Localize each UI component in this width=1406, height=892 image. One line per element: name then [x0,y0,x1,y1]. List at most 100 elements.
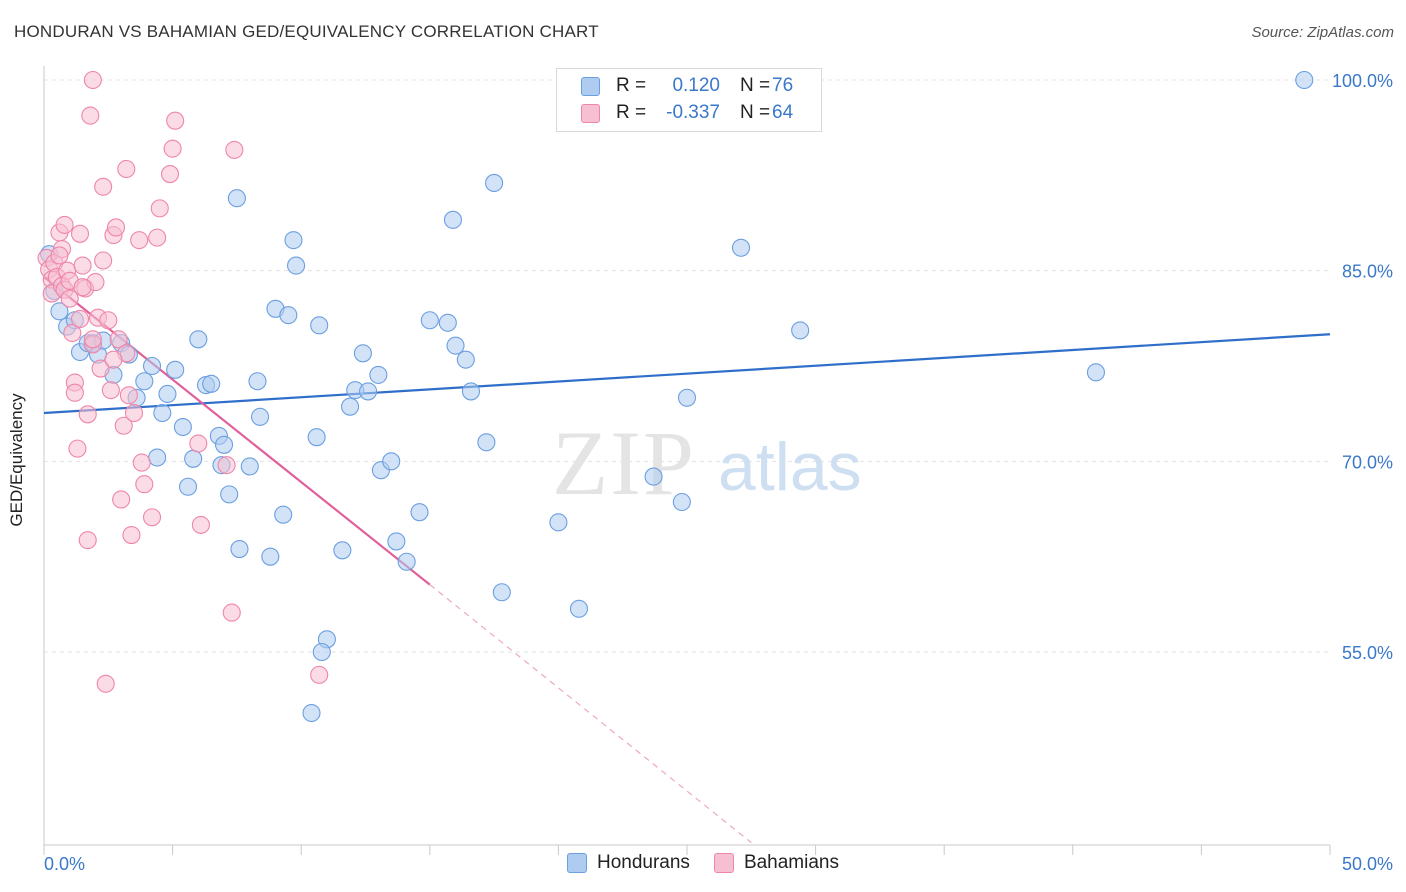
honduran-point [333,541,352,560]
bahamian-point [70,224,90,243]
legend-r-value: -0.337 [666,102,720,123]
bahamian-trendline-extension [429,584,752,844]
honduran-point [791,321,810,340]
y-axis-label: GED/Equivalency [7,393,26,527]
series-swatch-hondurans [566,853,587,873]
honduran-point [549,513,568,532]
honduran-point [307,428,326,447]
watermark-atlas: atlas [718,429,862,505]
bahamian-point [78,405,97,424]
honduran-point [1295,70,1314,90]
legend-r-label: R = [616,102,647,123]
honduran-point [50,302,69,321]
y-tick-label: 100.0% [1332,71,1393,91]
bahamian-point [60,289,79,308]
x-tick-label: 0.0% [44,854,85,874]
honduran-point [135,372,154,391]
honduran-point [227,189,246,208]
honduran-point [1086,363,1105,382]
bahamian-point [122,526,141,545]
honduran-point [731,238,751,257]
series-legend-item-bahamians[interactable]: Bahamians [713,852,839,874]
series-legend: Hondurans Bahamians [0,852,1406,874]
honduran-point [461,382,481,401]
honduran-point [312,642,331,662]
honduran-point [485,173,504,193]
bahamian-point [70,309,90,329]
honduran-point [477,433,496,452]
honduran-point [248,372,267,391]
honduran-point [446,336,465,355]
bahamian-point [73,256,92,275]
y-tick-label: 55.0% [1342,643,1393,663]
honduran-point [220,485,239,504]
bahamian-point [109,330,128,349]
bahamian-point [94,177,113,196]
honduran-point [184,449,203,468]
honduran-point [569,599,589,618]
honduran-point [359,382,378,401]
bahamian-point [83,70,102,90]
chart-title: HONDURAN VS BAHAMIAN GED/EQUIVALENCY COR… [14,22,599,41]
honduran-point [166,360,185,379]
legend-n-value: 64 [772,102,794,123]
honduran-point [644,467,663,486]
bahamian-point [114,416,133,435]
bahamian-point [68,439,87,458]
bahamian-point [189,434,208,453]
bahamian-point [83,330,102,349]
legend-swatch-hondurans [581,76,600,96]
bahamian-point [222,603,241,622]
honduran-point [250,407,270,426]
bahamian-point [148,228,167,247]
bahamian-point [135,475,154,494]
honduran-point [240,457,259,476]
honduran-point [353,344,372,363]
bahamian-point [65,383,84,402]
honduran-point [382,452,401,471]
honduran-trendline [43,333,1331,415]
honduran-point [302,703,321,723]
bahamian-point [91,359,110,378]
legend-n-label: N = [740,102,771,123]
legend-row-hondurans: R = 0.120 N = 76 [581,74,793,98]
honduran-point [284,231,303,250]
trend-layer [43,276,1331,844]
bahamian-point [166,111,185,130]
honduran-point [173,417,192,437]
source-label: Source: ZipAtlas.com [1251,24,1394,41]
honduran-point [189,330,208,349]
honduran-point [456,350,475,369]
bahamian-point [119,386,138,405]
legend-n-value: 76 [772,75,794,96]
bahamian-point [94,251,113,270]
points-layer [37,70,1314,723]
legend-n-label: N = [740,75,771,96]
bahamian-point [63,323,82,343]
bahamian-point [81,106,100,125]
bahamian-point [101,381,120,400]
bahamian-point [117,159,136,179]
bahamian-point [99,311,118,330]
bahamian-point [225,140,244,159]
axis-layer [43,66,1331,855]
series-legend-item-hondurans[interactable]: Hondurans [566,852,690,874]
honduran-point [158,384,177,404]
tick-label-layer: 100.0% 85.0% 70.0% 55.0% 0.0% 50.0% [44,71,1393,874]
honduran-point [672,492,691,512]
bahamian-point [78,531,97,550]
honduran-point [397,552,416,571]
bahamian-point [310,665,329,684]
honduran-point [387,532,406,551]
watermark: ZIP atlas [552,412,862,514]
bahamian-point [106,218,126,237]
honduran-point [677,388,697,407]
honduran-point [443,210,462,229]
legend-r-value: 0.120 [672,75,720,96]
legend-row-bahamians: R = -0.337 N = 64 [581,101,793,125]
honduran-point [287,256,306,275]
bahamian-point [104,350,123,369]
honduran-point [410,503,429,522]
bahamian-point [112,490,131,509]
